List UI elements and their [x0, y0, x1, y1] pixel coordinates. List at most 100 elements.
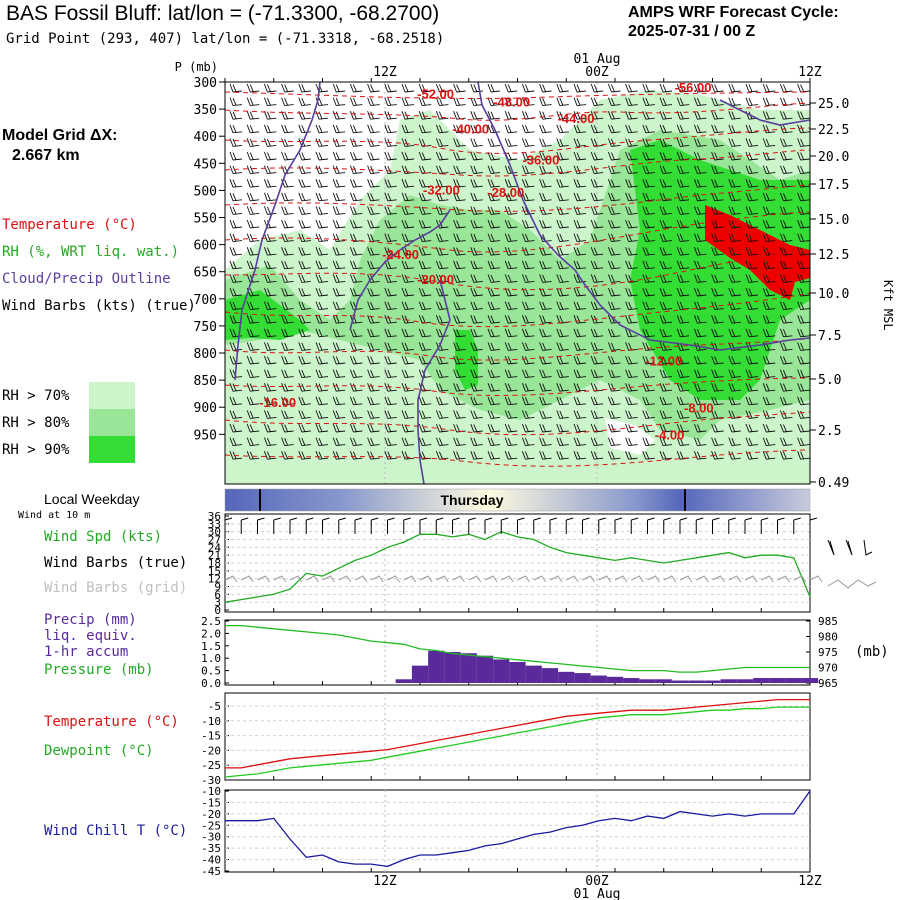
- height-tick-label: 5.0: [818, 373, 841, 388]
- temperature-contour-label: -28.00: [487, 185, 524, 200]
- precip-bar: [655, 679, 672, 683]
- pressure-axis-tick-label: 975: [818, 646, 838, 659]
- pressure-tick-label: 750: [194, 320, 217, 335]
- precip-bar: [801, 678, 819, 683]
- precip-axis-tick-label: 2.5: [201, 615, 221, 628]
- pressure-tick-label: 700: [194, 293, 217, 308]
- temperature-panel-frame: [224, 692, 811, 781]
- bottom-date-label: 01 Aug: [574, 887, 621, 900]
- time-series-panels: 36333027242118151296302.52.01.51.00.50.0…: [201, 510, 877, 878]
- wind-speed-axis-tick-label: 24: [208, 541, 222, 554]
- legend-temperature: Temperature (°C): [2, 217, 137, 233]
- pressure-axis-tick-label: 985: [818, 615, 838, 628]
- temperature-contour-label: -52.00: [417, 86, 454, 101]
- legend-rh90: RH > 90%: [2, 442, 70, 458]
- precip-axis-tick-label: 1.5: [201, 640, 221, 653]
- temperature-contour-labels: -52.00 -48.00 -56.00 -44.00 -40.00 -36.00 -32.…: [259, 80, 713, 443]
- pressure-tick-label: 400: [194, 130, 217, 145]
- height-tick-label: 12.5: [818, 248, 849, 263]
- precip-bar: [525, 665, 542, 683]
- pressure-tick-label: 850: [194, 374, 217, 389]
- surface-wind-barbs-grid: [224, 575, 823, 583]
- precip-bar: [493, 659, 510, 683]
- wind-speed-axis-tick-label: 3: [214, 596, 221, 609]
- temperature-contour-label: -40.00: [452, 121, 489, 136]
- height-tick-label: 17.5: [818, 178, 849, 193]
- precip-label-1: Precip (mm): [44, 612, 137, 628]
- precip-bar: [671, 680, 689, 683]
- temperature-contour-label: -8.00: [684, 401, 714, 416]
- top-date-label: 01 Aug: [574, 52, 621, 67]
- wind-barb-key-true: [827, 539, 873, 556]
- weekday-label: Thursday: [440, 492, 503, 508]
- forecast-cycle: AMPS WRF Forecast Cycle: 2025-07-31 / 00…: [628, 3, 839, 41]
- wind-speed-axis-tick-label: 0: [214, 604, 221, 617]
- precip-bar: [736, 679, 754, 683]
- pressure-tick-label: 950: [194, 428, 217, 443]
- legend-rh70-swatch: [89, 382, 135, 409]
- local-weekday-label: Local Weekday: [44, 491, 140, 507]
- pressure-tick-label: 350: [194, 103, 217, 118]
- precip-bar: [476, 655, 494, 683]
- pressure-tick-label: 300: [194, 76, 217, 91]
- height-tick-label: 22.5: [818, 123, 849, 138]
- page-title: BAS Fossil Bluff: lat/lon = (-71.3300, -…: [6, 2, 440, 25]
- temperature-contour-label: -48.00: [493, 94, 530, 109]
- height-tick-label: 25.0: [818, 97, 849, 112]
- precip-bar: [574, 673, 591, 683]
- precip-bar: [395, 679, 412, 683]
- precip-bar: [411, 665, 429, 683]
- surface-wind-barbs-true: [224, 517, 818, 534]
- wind-speed-axis-tick-label: 9: [214, 581, 221, 594]
- pressure-tick-label: 650: [194, 266, 217, 281]
- windchill-axis-tick-label: -45: [201, 865, 221, 878]
- wind-speed-axis-tick-label: 18: [208, 557, 221, 570]
- pressure-tick-label: 800: [194, 347, 217, 362]
- windchill-axis-tick-label: -30: [201, 831, 221, 844]
- legend-rh90-swatch: [89, 436, 135, 463]
- temperature-contours: [225, 91, 810, 467]
- time-axis-labels: P (mb) 12Z 00Z 12Z 01 Aug 12Z 00Z 12Z 01…: [175, 52, 895, 900]
- windchill-panel-frame: [224, 789, 811, 873]
- temperature-contour-label: -56.00: [675, 80, 712, 95]
- temperature-label: Temperature (°C): [44, 714, 179, 730]
- pressure-unit-label: (mb): [855, 644, 889, 660]
- wind-barbs-true-label: Wind Barbs (true): [44, 555, 188, 571]
- height-tick-label: 7.5: [818, 329, 841, 344]
- precip-bar: [428, 650, 445, 683]
- pressure-tick-label: 550: [194, 212, 217, 227]
- precip-bar: [444, 652, 461, 683]
- precip-axis-tick-label: 1.0: [201, 652, 221, 665]
- model-grid-info: Model Grid ΔX: 2.667 km: [2, 126, 118, 166]
- pressure-axis-tick-label: 965: [818, 677, 838, 690]
- forecast-cycle-value: 2025-07-31 / 00 Z: [628, 23, 756, 40]
- pressure-tick-label: 450: [194, 157, 217, 172]
- precip-bar: [688, 680, 705, 683]
- temperature-axis-tick-label: -20: [201, 744, 221, 757]
- precip-bar: [460, 653, 477, 683]
- precip-label-3: 1-hr accum: [44, 644, 129, 660]
- wind-speed-axis-tick-label: 36: [208, 510, 221, 523]
- dewpoint-line: [224, 706, 810, 778]
- top-time-label-1: 12Z: [373, 65, 397, 80]
- forecast-cycle-label: AMPS WRF Forecast Cycle:: [628, 4, 839, 21]
- wind-barb-key-grid: [827, 579, 877, 589]
- pressure-axis-tick-label: 980: [818, 631, 838, 644]
- pressure-axis-label: P (mb): [175, 60, 218, 74]
- precip-axis-tick-label: 2.0: [201, 627, 221, 640]
- windchill-axis-tick-label: -25: [201, 819, 221, 832]
- legend-rh70: RH > 70%: [2, 388, 70, 404]
- temperature-axis-tick-label: -30: [201, 774, 221, 787]
- precip-bar: [590, 675, 607, 683]
- rh90-region: [225, 140, 810, 400]
- precip-label: Precip (mm) liq. equiv. 1-hr accum: [44, 612, 137, 660]
- height-tick-label: 2.5: [818, 424, 841, 439]
- wind-speed-axis-tick-label: 30: [208, 526, 221, 539]
- precip-bar: [785, 678, 802, 683]
- legend-rh80: RH > 80%: [2, 415, 70, 431]
- precip-bar: [558, 671, 575, 683]
- wind-speed-axis-tick-label: 33: [208, 518, 221, 531]
- temperature-contour-label: -36.00: [522, 152, 559, 167]
- windchill-axis-tick-label: -35: [201, 842, 221, 855]
